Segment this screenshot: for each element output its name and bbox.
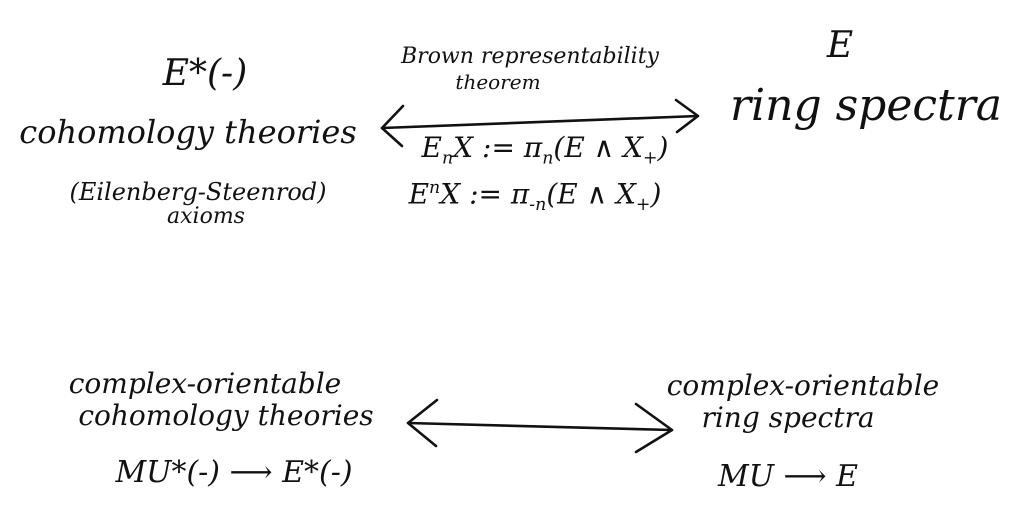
mu-to-e-spectrum-map: MU ⟶ E [718,459,858,494]
homology-close: ) [657,131,669,164]
bottom-double-arrow [406,398,674,454]
cohomology-smash: (E ∧ X [546,177,636,211]
complex-orientable-cohomology-line1: complex-orientable [68,367,342,400]
spectrum-symbol: E [826,25,854,66]
cohomology-pi-index: -n [529,194,547,215]
top-arrow-shaft [380,114,700,130]
mu-to-e-cohomology-map: MU*(-) ⟶ E*(-) [115,455,353,490]
homology-formula: EnX := πn(E ∧ X+) [422,134,669,168]
cohomology-lhs: E [408,177,430,211]
bottom-arrow-right-head [634,402,674,454]
brown-representability-label: Brown representability [401,44,659,69]
eilenberg-steenrod-note: (Eilenberg-Steenrod) [69,178,327,206]
complex-orientable-spectra-line2: ring spectra [701,401,875,434]
homology-pi-index: n [542,148,554,169]
cohomology-theories-title: cohomology theories [19,113,357,151]
ring-spectra-title: ring spectra [730,80,1002,131]
complex-orientable-cohomology-line2: cohomology theories [78,399,374,432]
bottom-arrow-shaft [406,421,674,432]
cohomology-close: ) [650,177,662,211]
bottom-arrow-left-head [406,398,439,448]
homology-smash: (E ∧ X [553,131,643,164]
cohomology-formula: EnX := π-n(E ∧ X+) [408,177,662,215]
axioms-note: axioms [167,204,245,229]
homology-index: n [441,148,454,169]
cohomology-rhs: X := π [440,177,530,211]
homology-rhs: X := π [453,131,543,164]
cohomology-plus: + [635,194,651,215]
theorem-label: theorem [455,70,541,94]
top-double-arrow [380,98,700,148]
homology-plus: + [642,148,658,169]
top-arrow-left-head [380,104,405,148]
homology-lhs: E [421,131,442,164]
complex-orientable-spectra-line1: complex-orientable [666,369,940,402]
cohomology-index: n [429,178,441,198]
top-arrow-right-head [674,98,700,134]
cohomology-functor-label: E*(-) [162,53,248,94]
